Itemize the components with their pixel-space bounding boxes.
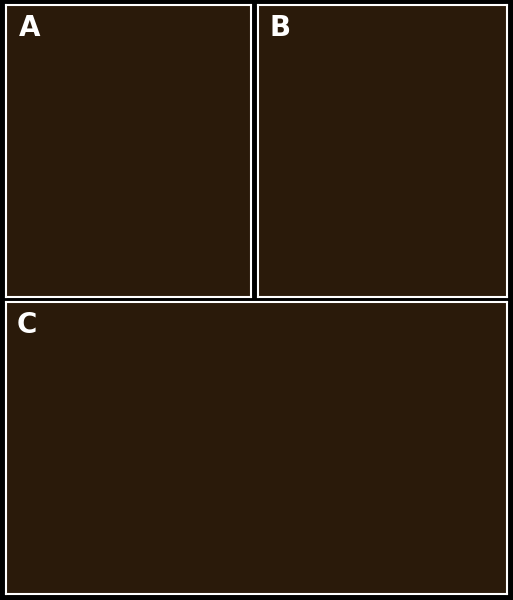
Text: C: C: [16, 311, 36, 338]
Text: A: A: [18, 14, 40, 41]
Text: B: B: [270, 14, 291, 41]
